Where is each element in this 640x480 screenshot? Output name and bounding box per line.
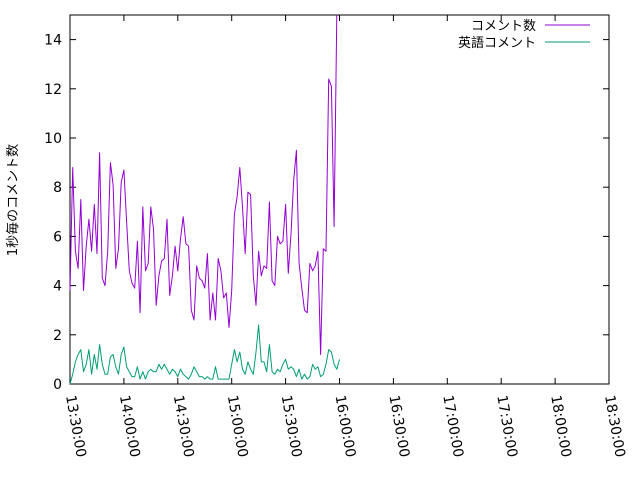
legend-label: コメント数	[471, 19, 536, 34]
x-tick-label: 16:00:00	[332, 394, 359, 459]
y-tick-label: 0	[53, 377, 62, 393]
x-tick-label: 17:30:00	[493, 394, 520, 459]
x-tick-label: 13:30:00	[62, 394, 89, 459]
series-layer	[69, 14, 340, 385]
x-tick-label: 15:30:00	[278, 394, 305, 459]
plot-frame	[69, 14, 610, 385]
x-axis: 13:30:00 14:00:00 14:30:00 15:00:00 15:30:00…	[62, 15, 628, 459]
series-line-1	[69, 324, 340, 385]
x-tick-label: 17:00:00	[439, 394, 466, 459]
y-axis-title: 1秒毎のコメント数	[5, 144, 21, 256]
y-tick-label: 2	[53, 328, 62, 344]
series-line-0	[69, 14, 338, 355]
x-tick-label: 14:30:00	[170, 394, 197, 459]
x-tick-label: 15:00:00	[224, 394, 251, 459]
x-tick-label: 18:00:00	[547, 394, 574, 459]
x-tick-label: 14:00:00	[116, 394, 143, 459]
x-tick-label: 16:30:00	[385, 394, 412, 459]
y-tick-label: 8	[53, 180, 62, 196]
y-tick-label: 6	[53, 229, 62, 245]
y-tick-label: 14	[44, 33, 62, 49]
x-tick-label: 18:30:00	[601, 394, 628, 459]
y-tick-label: 12	[44, 82, 62, 98]
y-axis: 0 2 4 6 8 10 12 14	[44, 33, 609, 393]
y-tick-label: 10	[44, 131, 62, 147]
y-tick-label: 4	[53, 279, 62, 295]
legend-label: 英語コメント	[458, 35, 536, 51]
